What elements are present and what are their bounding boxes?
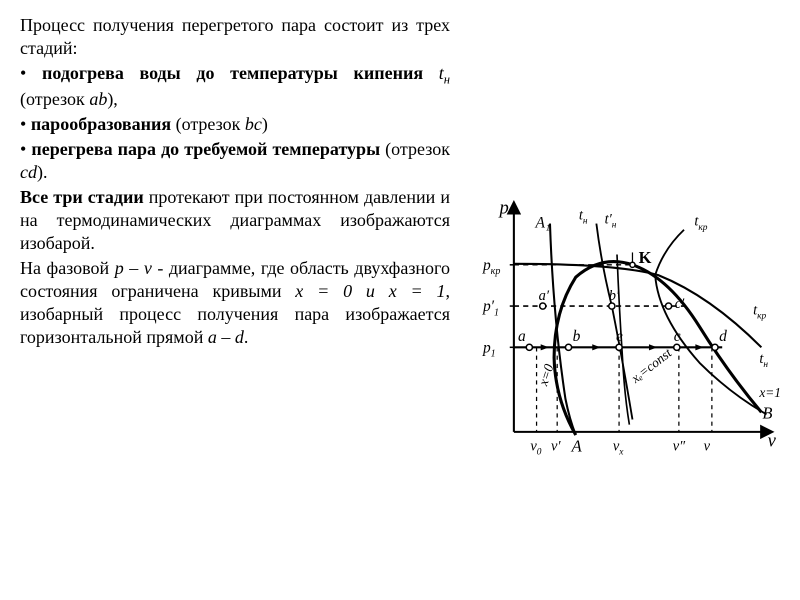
pv-diagram: p v pкр p′1 p1 v0 v′ vx v″ v a a′ b b′ e c c′ d K A₁ A Btн t′н…: [452, 192, 782, 482]
svg-text:a: a: [518, 328, 526, 345]
bullet-1-bold: подогрева воды до температуры кипения: [42, 63, 423, 83]
svg-text:t′н: t′н: [605, 212, 617, 231]
bullet-2-rest: (отрезок: [171, 114, 245, 134]
svg-text:b′: b′: [609, 288, 620, 304]
bullet-1-seg: (отрезок: [20, 89, 89, 109]
svg-text:v0: v0: [530, 438, 541, 457]
bullet-1-close: ),: [107, 89, 118, 109]
svg-text:d: d: [719, 328, 727, 345]
svg-text:c: c: [674, 328, 681, 345]
paragraph-3-f: a – d: [208, 327, 244, 347]
diagram-column: p v pкр p′1 p1 v0 v′ vx v″ v a a′ b b′ e c c′ d K A₁ A Btн t′н…: [450, 14, 784, 590]
svg-text:v″: v″: [673, 438, 686, 454]
svg-text:a′: a′: [539, 288, 550, 304]
svg-text:p: p: [497, 197, 508, 218]
svg-text:v: v: [768, 430, 777, 451]
svg-text:tн: tн: [579, 207, 588, 226]
paragraph-3-b: p – v: [115, 258, 152, 278]
svg-text:tкр: tкр: [694, 214, 707, 233]
svg-text:B: B: [762, 403, 772, 422]
bullet-2-bc: bc: [245, 114, 262, 134]
bullet-3-rest: (отрезок: [380, 139, 450, 159]
svg-text:A₁: A₁: [535, 215, 551, 232]
svg-text:v′: v′: [551, 438, 561, 454]
svg-text:tкр: tкр: [753, 302, 766, 321]
bullet-2-close: ): [262, 114, 268, 134]
bullet-3-close: ).: [37, 162, 48, 182]
svg-text:xₑ=const: xₑ=const: [627, 345, 674, 386]
bullet-2: • парообразования (отрезок bc): [20, 113, 450, 136]
svg-text:x=1: x=1: [758, 385, 781, 400]
bullet-3: • перегрева пара до требуемой температур…: [20, 138, 450, 184]
bullet-3-cd: cd: [20, 162, 37, 182]
bullet-1-ab: ab: [89, 89, 107, 109]
bullet-3-bold: перегрева пара до требуемой температуры: [31, 139, 380, 159]
svg-text:p′1: p′1: [482, 298, 499, 318]
text-column: Процесс получения перегретого пара состо…: [20, 14, 450, 590]
paragraph-2-bold: Все три стадии: [20, 187, 144, 207]
paragraph-2: Все три стадии протекают при постоянном …: [20, 186, 450, 255]
svg-text:K: K: [639, 248, 652, 267]
intro-paragraph: Процесс получения перегретого пара состо…: [20, 14, 450, 60]
svg-text:vx: vx: [613, 438, 624, 457]
svg-text:c′: c′: [675, 296, 685, 312]
svg-text:e: e: [616, 328, 623, 345]
svg-text:x=0: x=0: [535, 362, 556, 388]
paragraph-3-d: x = 0 и x = 1: [295, 281, 445, 301]
svg-text:v: v: [704, 438, 711, 454]
svg-text:b: b: [573, 328, 581, 345]
svg-text:p1: p1: [482, 339, 496, 359]
bullet-2-bold: парообразования: [31, 114, 171, 134]
svg-text:A: A: [571, 436, 583, 455]
svg-text:pкр: pкр: [482, 257, 500, 277]
bullet-1: • подогрева воды до температуры кипения …: [20, 62, 450, 111]
paragraph-3: На фазовой p – v - диаграмме, где област…: [20, 257, 450, 349]
paragraph-3-a: На фазовой: [20, 258, 115, 278]
svg-text:tн: tн: [759, 351, 768, 370]
paragraph-3-g: .: [244, 327, 249, 347]
